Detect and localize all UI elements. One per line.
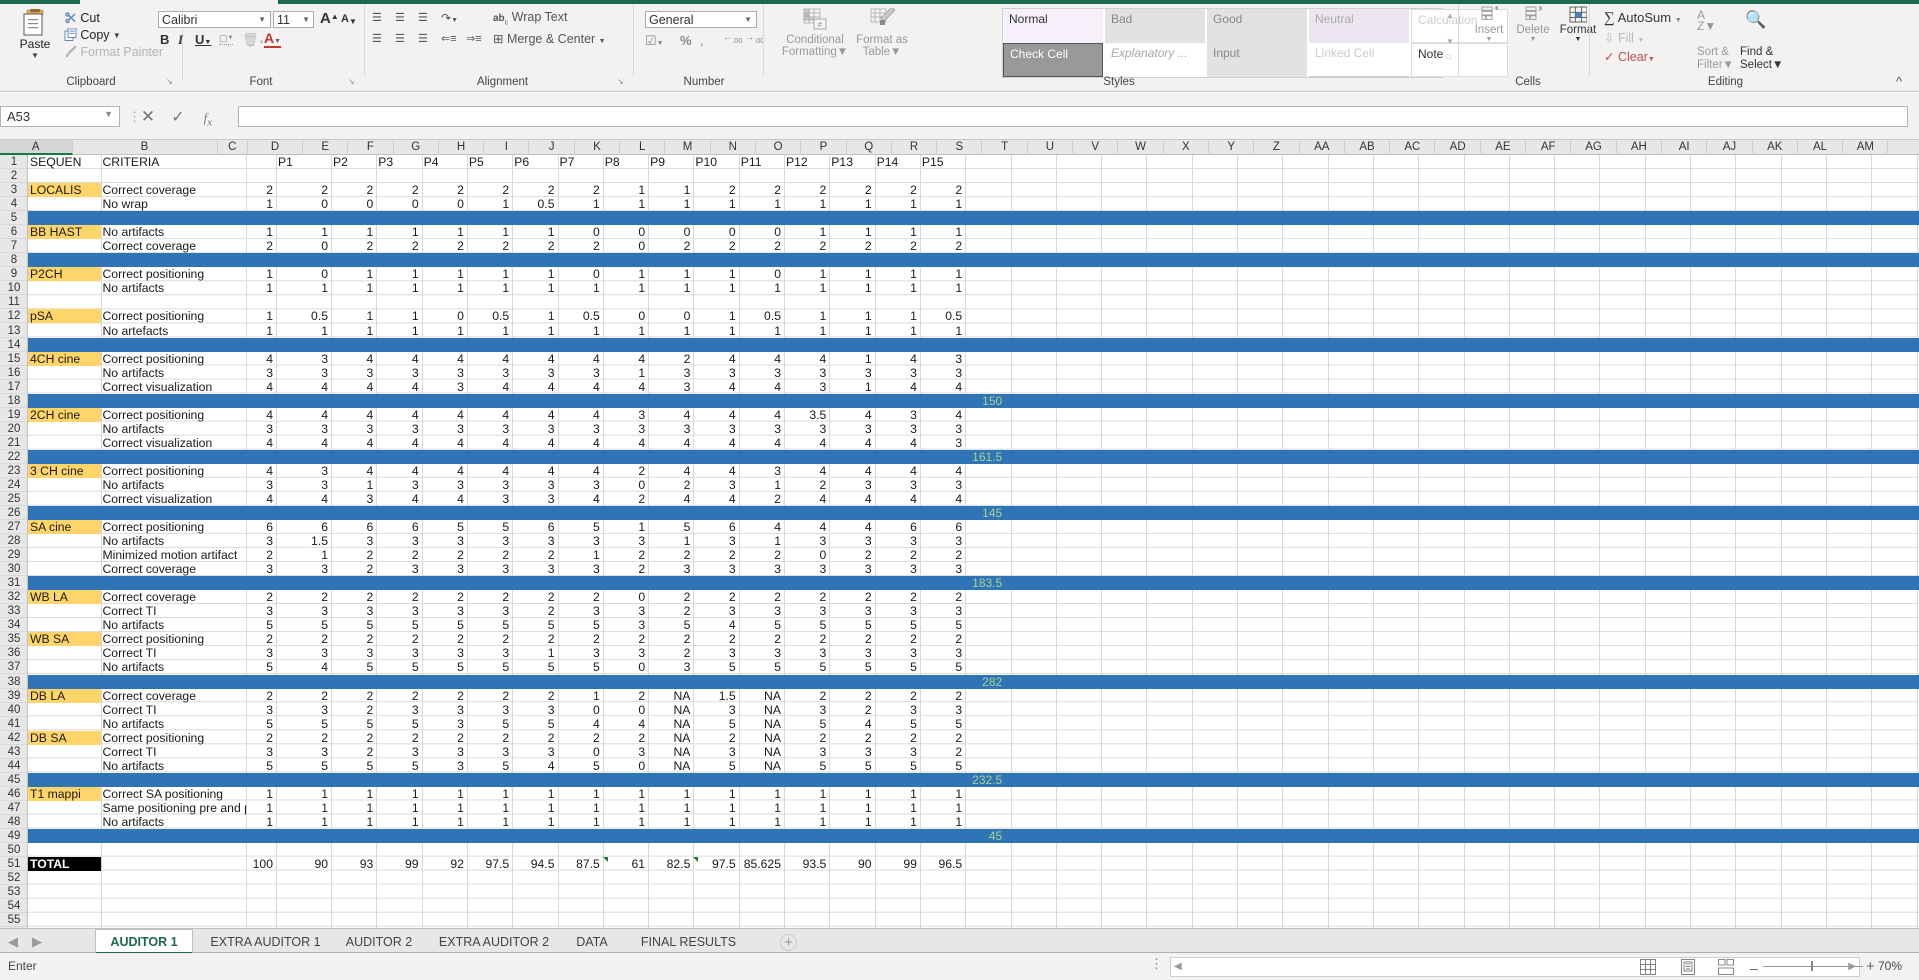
svg-text:≠: ≠ <box>818 20 823 29</box>
